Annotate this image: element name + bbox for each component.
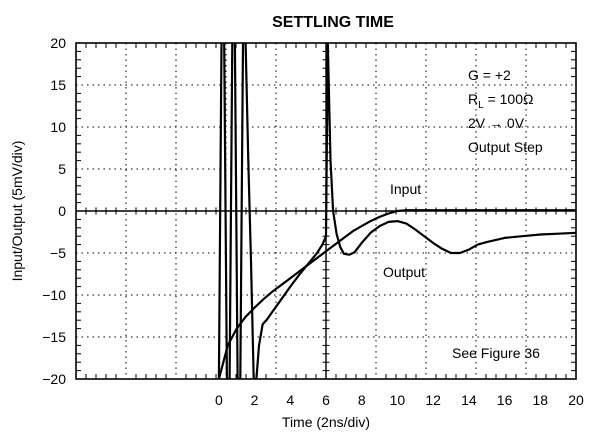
y-tick-label: −20 [42,371,66,387]
x-tick-label: 2 [251,392,259,408]
series-group [217,43,576,379]
y-tick-label: 15 [50,77,66,93]
figure-reference: See Figure 36 [452,345,540,361]
step-type-annotation: Output Step [468,139,543,155]
grid [76,43,576,379]
input-series-line [217,209,576,379]
y-tick-label: −5 [50,245,66,261]
x-tick-label: 12 [425,392,441,408]
load-suffix: = 100Ω [484,91,534,107]
x-tick-label: 6 [322,392,330,408]
y-tick-labels: 20 15 10 5 0 −5 −10 −15 −20 [42,35,66,387]
load-subscript: L [478,100,484,111]
x-axis-label: Time (2ns/div) [282,414,370,430]
y-tick-label: 0 [58,203,66,219]
y-tick-label: −15 [42,329,66,345]
output-series-label: Output [383,264,425,280]
load-annotation: RL = 100Ω [468,91,533,111]
chart-title: SETTLING TIME [272,14,394,31]
input-series-label: Input [390,181,421,197]
x-tick-label: 4 [286,392,294,408]
x-tick-labels: 0 2 4 6 8 10 12 14 16 18 20 [215,392,584,408]
x-tick-label: 0 [215,392,223,408]
gain-annotation: G = +2 [468,67,511,83]
y-axis-label: Input/Output (5mV/div) [9,141,25,282]
minor-ticks [76,43,576,379]
x-tick-label: 10 [390,392,406,408]
x-tick-label: 14 [461,392,477,408]
x-tick-label: 8 [358,392,366,408]
y-tick-label: 5 [58,161,66,177]
load-prefix: R [468,91,478,107]
y-tick-label: 20 [50,35,66,51]
x-tick-label: 20 [568,392,584,408]
x-tick-label: 18 [532,392,548,408]
y-tick-label: −10 [42,287,66,303]
x-tick-label: 16 [497,392,513,408]
output-series-line [217,43,576,379]
step-annotation: 2V → 0V [468,115,525,131]
y-tick-label: 10 [50,119,66,135]
